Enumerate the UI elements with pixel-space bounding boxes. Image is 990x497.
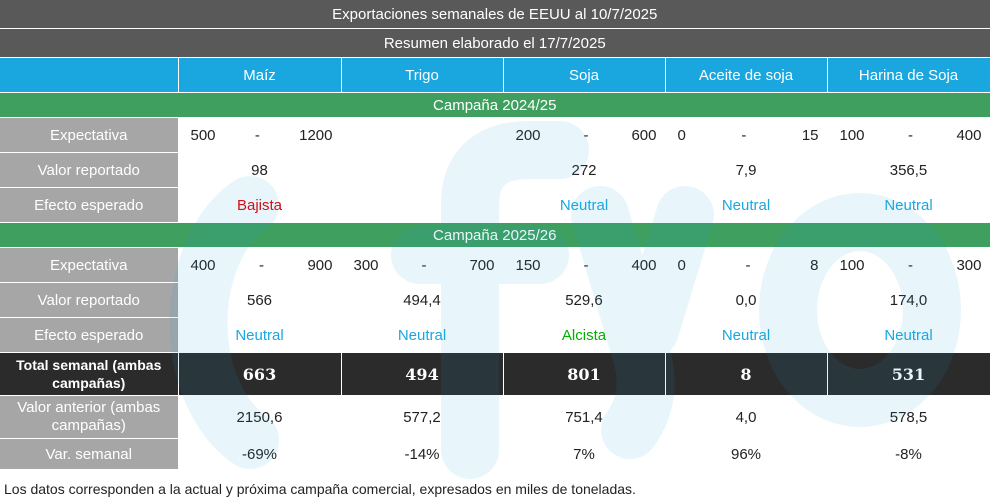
c2-valor-harina: 174,0 — [827, 282, 990, 318]
c1-efecto-harina: Neutral — [827, 187, 990, 223]
column-header-trigo: Trigo — [341, 57, 504, 93]
exports-table: Exportaciones semanales de EEUU al 10/7/… — [0, 0, 990, 470]
anterior-maiz: 2150,6 — [178, 395, 342, 439]
column-header-row: Maíz Trigo Soja Aceite de soja Harina de… — [0, 57, 990, 93]
c1-expectativa-aceite: 0-15 — [665, 117, 828, 153]
c1-efecto-row: Efecto esperado Bajista Neutral Neutral … — [0, 187, 990, 223]
anterior-aceite: 4,0 — [665, 395, 828, 439]
c2-efecto-maiz: Neutral — [178, 317, 342, 353]
c2-expectativa-maiz: 400-900 — [178, 247, 342, 283]
c2-efecto-aceite: Neutral — [665, 317, 828, 353]
table-subtitle: Resumen elaborado el 17/7/2025 — [0, 28, 990, 58]
row-label-expectativa: Expectativa — [0, 117, 179, 153]
row-label-efecto-esperado-2: Efecto esperado — [0, 317, 179, 353]
footnote: Los datos corresponden a la actual y pró… — [4, 481, 636, 497]
var-maiz: -69% — [178, 438, 342, 470]
c1-expectativa-soja: 200-600 — [503, 117, 666, 153]
var-semanal-row: Var. semanal -69% -14% 7% 96% -8% — [0, 438, 990, 470]
valor-anterior-row: Valor anterior (ambas campañas) 2150,6 5… — [0, 395, 990, 439]
c2-expectativa-trigo: 300-700 — [341, 247, 504, 283]
row-label-valor-reportado-2: Valor reportado — [0, 282, 179, 318]
var-harina: -8% — [827, 438, 990, 470]
c1-expectativa-harina: 100-400 — [827, 117, 990, 153]
row-label-valor-reportado: Valor reportado — [0, 152, 179, 188]
c1-valor-soja: 272 — [503, 152, 666, 188]
var-soja: 7% — [503, 438, 666, 470]
c2-valor-trigo: 494,4 — [341, 282, 504, 318]
total-harina: 531 — [827, 352, 990, 396]
row-label-efecto-esperado: Efecto esperado — [0, 187, 179, 223]
c2-valor-reportado-row: Valor reportado 566 494,4 529,6 0,0 174,… — [0, 282, 990, 318]
c1-valor-reportado-row: Valor reportado 98 272 7,9 356,5 — [0, 152, 990, 188]
column-header-empty — [0, 57, 179, 93]
c1-efecto-maiz: Bajista — [178, 187, 342, 223]
c2-expectativa-soja: 150-400 — [503, 247, 666, 283]
c1-expectativa-row: Expectativa 500-1200 200-600 0-15 100-40… — [0, 117, 990, 153]
c1-valor-aceite: 7,9 — [665, 152, 828, 188]
anterior-soja: 751,4 — [503, 395, 666, 439]
total-maiz: 663 — [178, 352, 342, 396]
var-trigo: -14% — [341, 438, 504, 470]
campaign-2025-26-title: Campaña 2025/26 — [0, 222, 990, 248]
total-soja: 801 — [503, 352, 666, 396]
c2-valor-soja: 529,6 — [503, 282, 666, 318]
c1-expectativa-maiz: 500-1200 — [178, 117, 342, 153]
column-header-maiz: Maíz — [178, 57, 342, 93]
row-label-var-semanal: Var. semanal — [0, 438, 179, 470]
c1-valor-maiz: 98 — [178, 152, 342, 188]
column-header-aceite: Aceite de soja — [665, 57, 828, 93]
campaign-2024-25-title: Campaña 2024/25 — [0, 92, 990, 118]
row-label-valor-anterior: Valor anterior (ambas campañas) — [0, 395, 179, 439]
c2-valor-maiz: 566 — [178, 282, 342, 318]
c2-efecto-trigo: Neutral — [341, 317, 504, 353]
c1-efecto-aceite: Neutral — [665, 187, 828, 223]
c2-efecto-row: Efecto esperado Neutral Neutral Alcista … — [0, 317, 990, 353]
anterior-harina: 578,5 — [827, 395, 990, 439]
column-header-harina: Harina de Soja — [827, 57, 990, 93]
row-label-total-semanal: Total semanal (ambas campañas) — [0, 352, 179, 396]
c1-expectativa-trigo — [341, 117, 504, 153]
c2-efecto-soja: Alcista — [503, 317, 666, 353]
total-aceite: 8 — [665, 352, 828, 396]
total-semanal-row: Total semanal (ambas campañas) 663 494 8… — [0, 352, 990, 396]
var-aceite: 96% — [665, 438, 828, 470]
table-title: Exportaciones semanales de EEUU al 10/7/… — [0, 0, 990, 29]
anterior-trigo: 577,2 — [341, 395, 504, 439]
c1-efecto-soja: Neutral — [503, 187, 666, 223]
c1-valor-trigo — [341, 152, 504, 188]
c1-efecto-trigo — [341, 187, 504, 223]
c2-expectativa-harina: 100-300 — [827, 247, 990, 283]
column-header-soja: Soja — [503, 57, 666, 93]
row-label-expectativa-2: Expectativa — [0, 247, 179, 283]
c2-expectativa-row: Expectativa 400-900 300-700 150-400 0-8 … — [0, 247, 990, 283]
c1-valor-harina: 356,5 — [827, 152, 990, 188]
c2-expectativa-aceite: 0-8 — [665, 247, 828, 283]
total-trigo: 494 — [341, 352, 504, 396]
c2-efecto-harina: Neutral — [827, 317, 990, 353]
c2-valor-aceite: 0,0 — [665, 282, 828, 318]
